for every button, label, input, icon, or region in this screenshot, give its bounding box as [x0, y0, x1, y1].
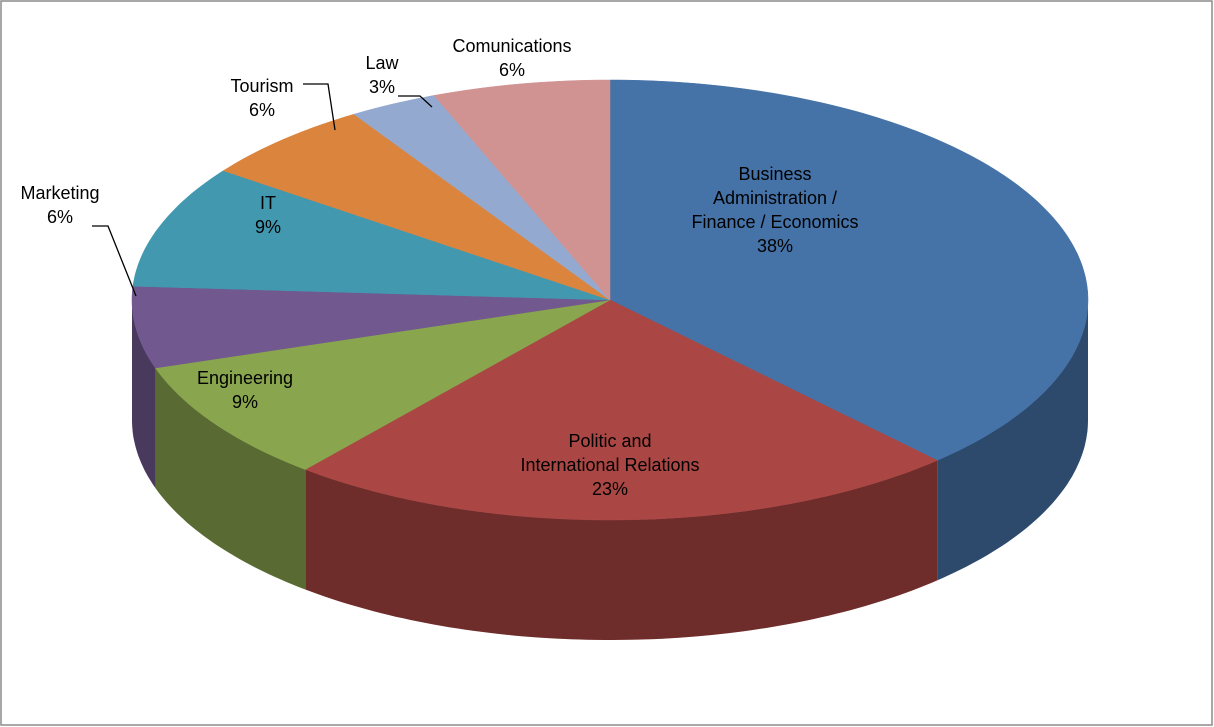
value-label: 9% — [231, 392, 258, 412]
category-label: Business Administration / Finance / Econ… — [691, 164, 859, 232]
data-label: Tourism 6% — [202, 74, 322, 122]
data-label: Marketing 6% — [0, 181, 130, 229]
data-label: Law 3% — [342, 51, 422, 99]
category-label: Comunications — [452, 36, 572, 56]
data-label: Politic and International Relations 23% — [520, 429, 700, 501]
data-label: Comunications 6% — [412, 34, 612, 82]
pie-tops — [131, 79, 1089, 521]
pie-slice — [131, 285, 611, 369]
pie-slice — [353, 95, 611, 301]
value-label: 9% — [254, 217, 281, 237]
category-label: Law — [365, 53, 399, 73]
leader-lines — [92, 83, 433, 297]
side-shade — [305, 460, 938, 640]
category-label: Marketing — [20, 183, 100, 203]
side-shade — [937, 300, 1088, 581]
pie-slice — [132, 170, 611, 301]
category-label: IT — [260, 193, 276, 213]
pie-side — [155, 368, 306, 590]
value-label: 6% — [248, 100, 275, 120]
category-label: Tourism — [230, 76, 294, 96]
data-label: IT 9% — [218, 191, 318, 239]
data-label: Business Administration / Finance / Econ… — [680, 162, 870, 258]
pie-side — [305, 460, 938, 640]
category-label: Politic and International Relations — [520, 431, 700, 475]
pie-slice — [304, 299, 938, 521]
leader-line — [398, 95, 433, 108]
pie-slice — [433, 79, 611, 301]
side-shade — [132, 300, 156, 488]
leader-line — [92, 225, 137, 297]
value-label: 23% — [591, 479, 629, 499]
pie-slice — [154, 299, 611, 470]
data-label: Engineering 9% — [165, 366, 325, 414]
side-shade — [155, 368, 306, 590]
pie-slice — [609, 79, 1089, 461]
value-label: 3% — [368, 77, 395, 97]
pie-sides — [132, 300, 1088, 640]
value-label: 38% — [756, 236, 794, 256]
category-label: Engineering — [196, 368, 294, 388]
pie-side — [132, 300, 156, 488]
leader-line — [303, 83, 336, 131]
pie-side — [937, 300, 1088, 581]
value-label: 6% — [498, 60, 525, 80]
value-label: 6% — [46, 207, 73, 227]
